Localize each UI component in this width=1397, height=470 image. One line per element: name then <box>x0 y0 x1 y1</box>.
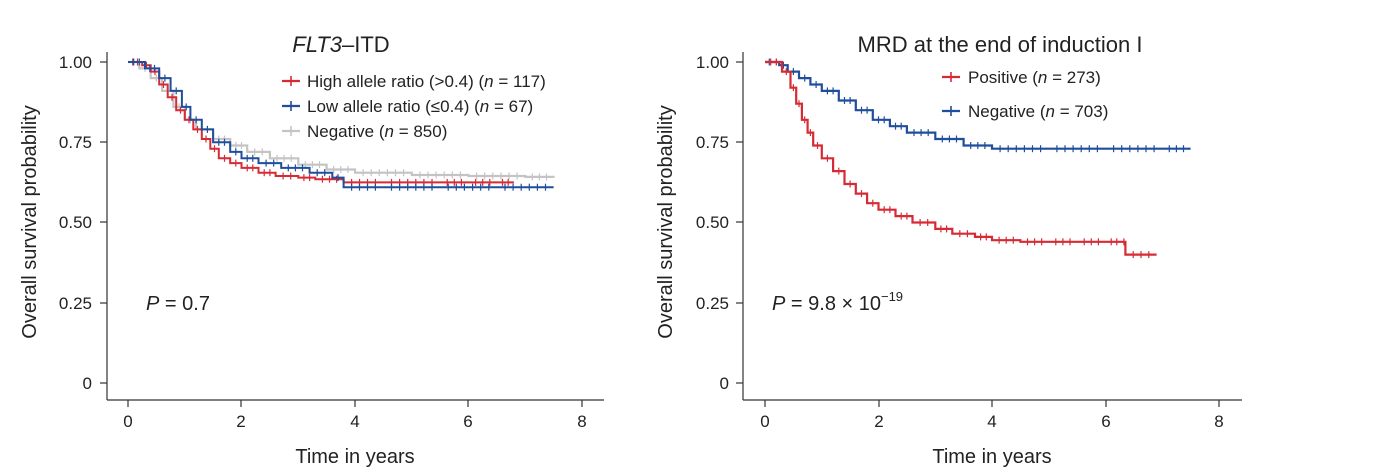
legend-item-negative: Negative (n = 850) <box>282 122 447 141</box>
censor-marks <box>132 58 509 186</box>
y-tick-label: 0.25 <box>696 294 729 313</box>
y-axis-title: Overall survival probability <box>19 105 41 338</box>
y-tick-label: 0.75 <box>696 133 729 152</box>
legend-item-positive: Positive (n = 273) <box>942 68 1101 87</box>
series-line-low-allele-ratio <box>128 61 554 189</box>
legend-label: Positive (n = 273) <box>968 68 1101 87</box>
y-tick-label: 0 <box>720 374 729 393</box>
y-tick-label: 0 <box>83 374 92 393</box>
series-line-negative <box>128 60 555 178</box>
y-tick-label: 1.00 <box>696 53 729 72</box>
chart-title: FLT3–ITD <box>292 32 389 57</box>
p-value-annotation: P = 9.8 × 10−19 <box>772 289 903 315</box>
x-tick-label: 6 <box>1101 412 1110 431</box>
y-tick-label: 0.75 <box>59 133 92 152</box>
x-tick-label: 8 <box>1214 412 1223 431</box>
legend-item-high-allele: High allele ratio (>0.4) (n = 117) <box>282 72 546 91</box>
legend-item-negative: Negative (n = 703) <box>942 102 1108 121</box>
legend-label: Negative (n = 703) <box>968 102 1108 121</box>
legend: Positive (n = 273) Negative (n = 703) <box>942 68 1108 121</box>
legend: High allele ratio (>0.4) (n = 117) Low a… <box>282 72 546 141</box>
chart-mrd: MRD at the end of induction I Overall su… <box>655 32 1242 468</box>
y-tick-label: 0.25 <box>59 294 92 313</box>
legend-item-low-allele: Low allele ratio (≤0.4) (n = 67) <box>282 97 533 116</box>
x-axis-title: Time in years <box>295 446 414 468</box>
chart-title: MRD at the end of induction I <box>858 32 1143 57</box>
x-tick-label: 4 <box>350 412 359 431</box>
x-tick-label: 2 <box>236 412 245 431</box>
legend-label: Negative (n = 850) <box>307 122 447 141</box>
x-tick-label: 6 <box>463 412 472 431</box>
y-tick-label: 0.50 <box>696 213 729 232</box>
legend-label: High allele ratio (>0.4) (n = 117) <box>307 72 546 91</box>
x-axis-title: Time in years <box>932 446 1051 468</box>
p-value-annotation: P = 0.7 <box>146 293 210 315</box>
x-tick-label: 2 <box>874 412 883 431</box>
y-axis-title: Overall survival probability <box>655 105 677 338</box>
censor-marks <box>133 58 547 191</box>
chart-flt3-itd: FLT3–ITD Overall survival probability Ti… <box>19 32 604 468</box>
y-tick-label: 1.00 <box>59 53 92 72</box>
censor-marks <box>770 58 1150 259</box>
x-tick-label: 4 <box>987 412 996 431</box>
x-tick-label: 8 <box>577 412 586 431</box>
x-tick-label: 0 <box>123 412 132 431</box>
y-tick-label: 0.50 <box>59 213 92 232</box>
legend-label: Low allele ratio (≤0.4) (n = 67) <box>307 97 533 116</box>
censor-marks <box>768 58 1185 153</box>
x-tick-label: 0 <box>760 412 769 431</box>
